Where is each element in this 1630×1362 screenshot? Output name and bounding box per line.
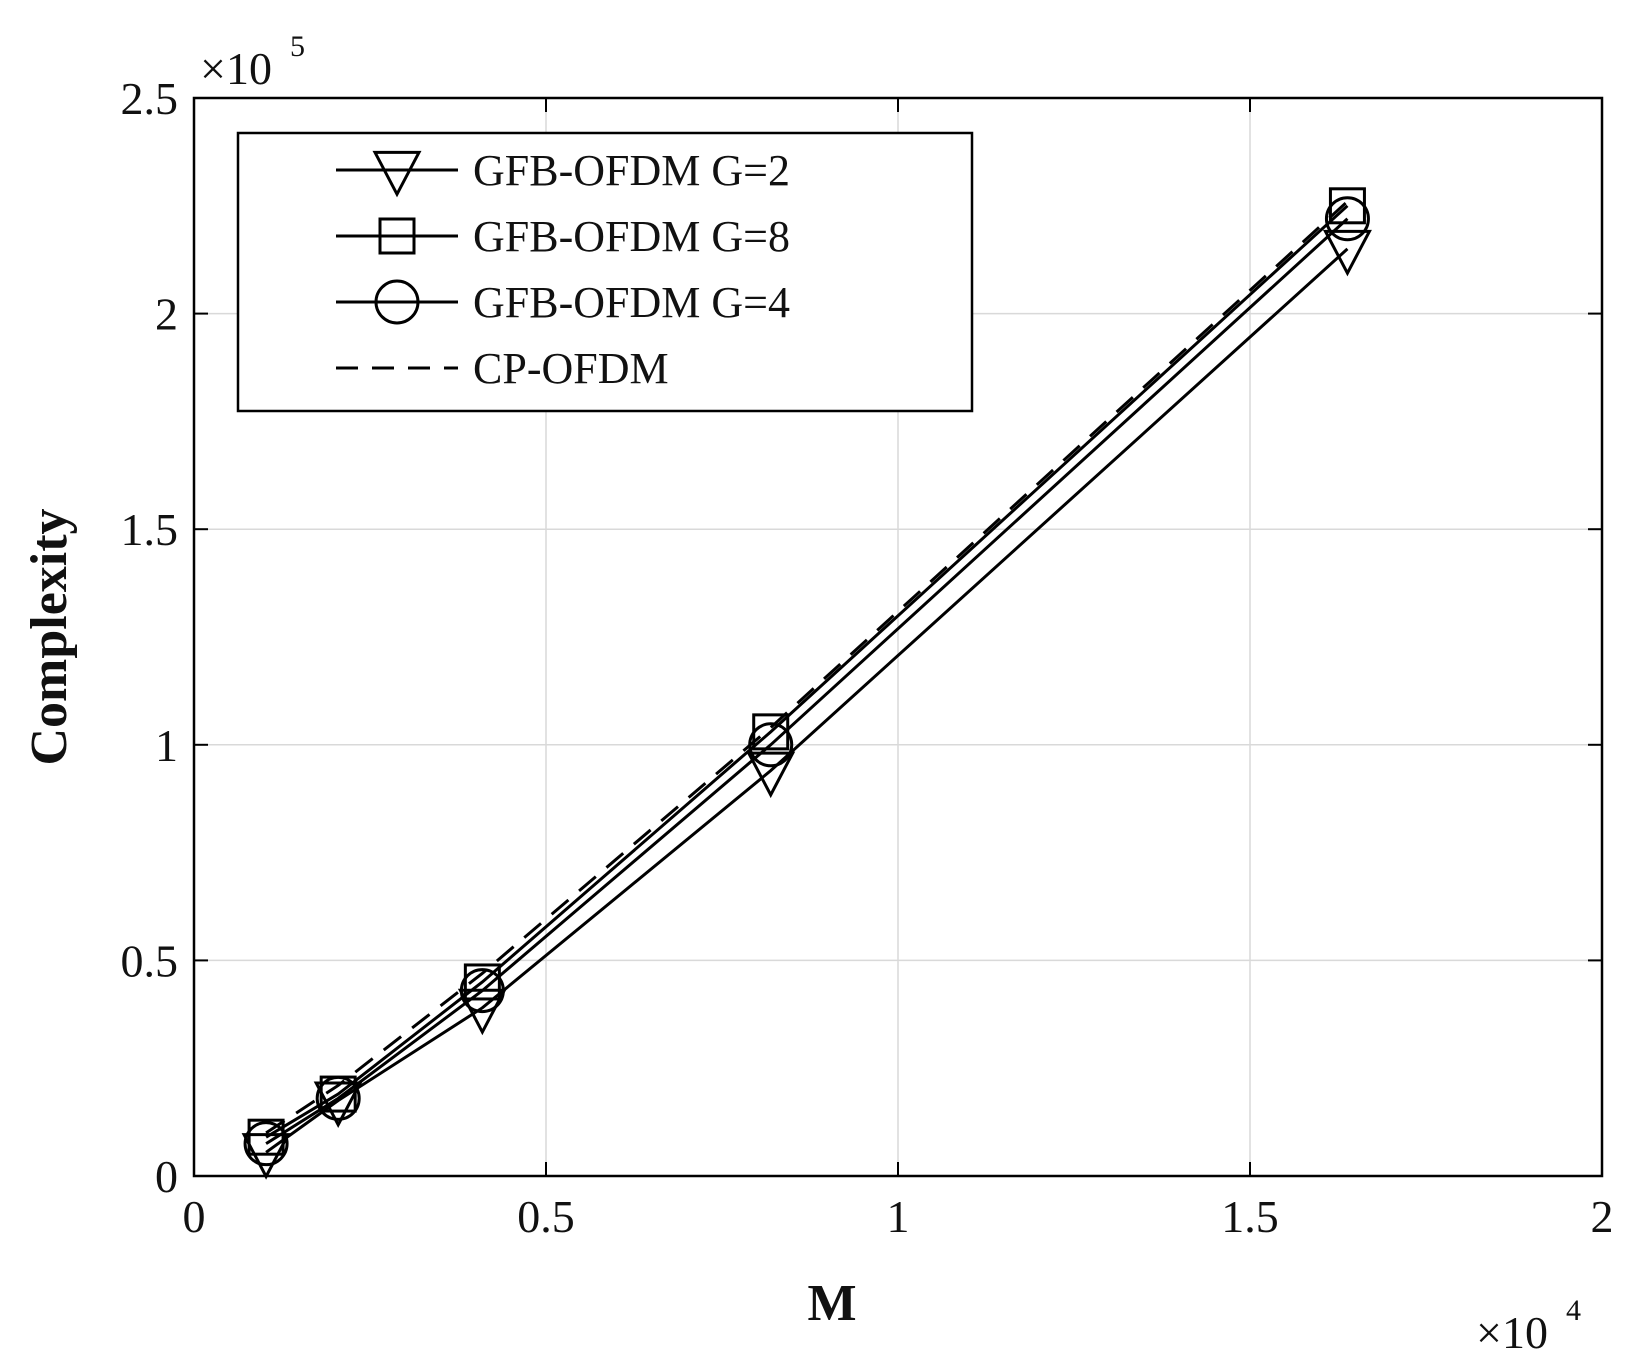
series-line-gfb-ofdm-g-8 bbox=[265, 204, 1349, 1139]
y-tick-label: 2.5 bbox=[121, 73, 179, 124]
svg-text:×10: ×10 bbox=[1476, 1307, 1548, 1358]
y-tick-label: 0.5 bbox=[121, 935, 179, 986]
legend-label-gfb-ofdm-g-2: GFB-OFDM G=2 bbox=[473, 146, 790, 195]
legend-marker-gfb-ofdm-g-4 bbox=[374, 279, 420, 325]
series-layer bbox=[241, 187, 1372, 1180]
x-axis-label: M bbox=[807, 1275, 856, 1332]
y-tick-label: 1.5 bbox=[121, 504, 179, 555]
series-cp-ofdm bbox=[265, 200, 1349, 1135]
legend-label-gfb-ofdm-g-4: GFB-OFDM G=4 bbox=[473, 278, 790, 327]
legend-marker-gfb-ofdm-g-2 bbox=[372, 150, 422, 198]
y-tick-label: 2 bbox=[155, 289, 178, 340]
svg-text:5: 5 bbox=[290, 30, 305, 63]
data-point-gfb-ofdm-g-4 bbox=[243, 1121, 289, 1167]
data-point-gfb-ofdm-g-4 bbox=[459, 968, 505, 1014]
x-tick-label: 2 bbox=[1591, 1191, 1614, 1242]
series-line-gfb-ofdm-g-2 bbox=[265, 247, 1349, 1154]
data-point-gfb-ofdm-g-4 bbox=[315, 1075, 361, 1121]
svg-text:4: 4 bbox=[1566, 1294, 1581, 1327]
data-point-gfb-ofdm-g-8 bbox=[247, 1118, 285, 1156]
series-line-gfb-ofdm-g-4 bbox=[265, 217, 1349, 1145]
data-point-gfb-ofdm-g-2 bbox=[1322, 229, 1372, 277]
x-tick-label: 0 bbox=[183, 1191, 206, 1242]
svg-text:×10: ×10 bbox=[200, 43, 272, 94]
series-gfb-ofdm-g-4 bbox=[243, 196, 1370, 1167]
y-axis-label: Complexity bbox=[21, 508, 78, 765]
legend-box bbox=[236, 131, 974, 413]
tick-labels: 0 0.5 1 1.5 2 0 0.5 1 1.5 2 2.5 bbox=[121, 73, 1614, 1242]
legend-label-cp-ofdm: CP-OFDM bbox=[473, 344, 669, 393]
ticks bbox=[193, 97, 1603, 1177]
series-line-cp-ofdm bbox=[265, 200, 1349, 1135]
data-point-gfb-ofdm-g-8 bbox=[463, 963, 501, 1001]
y-tick-label: 1 bbox=[155, 720, 178, 771]
x-multiplier: ×10 4 bbox=[1476, 1294, 1581, 1358]
legend-marker-gfb-ofdm-g-8 bbox=[378, 217, 416, 255]
y-tick-label: 0 bbox=[155, 1151, 178, 1202]
x-tick-label: 1.5 bbox=[1221, 1191, 1279, 1242]
legend-label-gfb-ofdm-g-8: GFB-OFDM G=8 bbox=[473, 212, 790, 261]
y-multiplier: ×10 5 bbox=[200, 30, 305, 94]
data-point-gfb-ofdm-g-2 bbox=[746, 751, 796, 799]
x-tick-label: 1 bbox=[887, 1191, 910, 1242]
x-tick-label: 0.5 bbox=[517, 1191, 575, 1242]
legend: GFB-OFDM G=2 GFB-OFDM G=8 GFB-OFDM G=4 CP-O… bbox=[236, 131, 974, 413]
data-point-gfb-ofdm-g-4 bbox=[1324, 196, 1370, 242]
